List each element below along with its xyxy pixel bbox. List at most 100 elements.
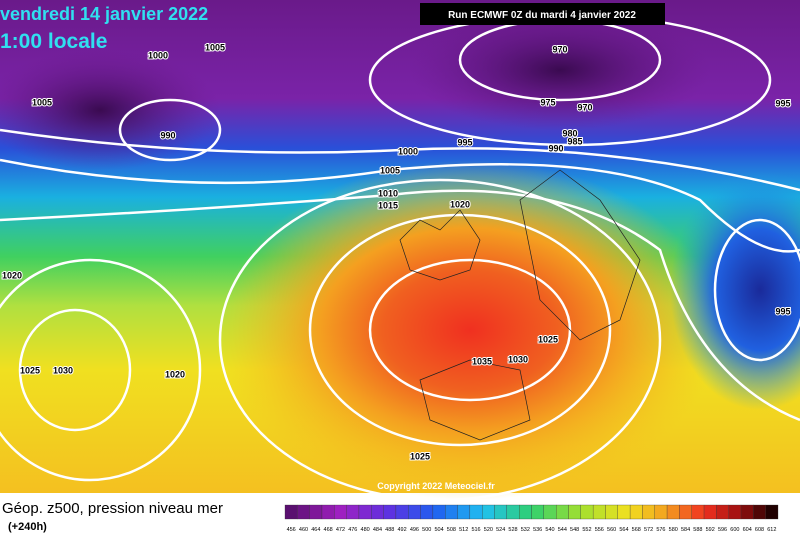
scale-label: 524 [496, 527, 505, 533]
scale-label: 528 [508, 527, 517, 533]
scale-swatch [642, 504, 655, 520]
scale-swatch [531, 504, 544, 520]
isobar-label: 1020 [2, 270, 22, 280]
color-scale: 456 460 464 468 472 476 480 484 488 492 496 500 504 5… [284, 504, 779, 533]
isobar-label: 1005 [380, 165, 400, 175]
scale-swatch [371, 504, 384, 520]
scale-swatch [297, 504, 310, 520]
scale-label: 492 [397, 527, 406, 533]
scale-label: 584 [681, 527, 690, 533]
scale-label: 504 [434, 527, 443, 533]
scale-swatch [506, 504, 520, 520]
scale-label: 496 [410, 527, 419, 533]
scale-swatch [445, 504, 458, 520]
isobar-label: 995 [457, 137, 472, 147]
scale-swatch [543, 504, 557, 520]
scale-label: 596 [718, 527, 727, 533]
isobar-label: 980 [562, 128, 577, 138]
scale-swatch [420, 504, 434, 520]
scale-swatch [654, 504, 668, 520]
isobar-label: 1030 [53, 365, 73, 375]
run-box [420, 3, 665, 25]
scale-label: 520 [484, 527, 493, 533]
scale-label: 456 [287, 527, 296, 533]
isobar-label: 1025 [538, 334, 558, 344]
scale-label: 544 [558, 527, 567, 533]
scale-label: 576 [656, 527, 665, 533]
scale-swatch [482, 504, 495, 520]
scale-label: 608 [755, 527, 764, 533]
footer-lead: (+240h) [8, 521, 47, 533]
isobar-label: 1020 [450, 199, 470, 209]
scale-swatch [309, 504, 323, 520]
copyright: Copyright 2022 Meteociel.fr [377, 481, 495, 491]
scale-swatch [605, 504, 618, 520]
scale-label: 580 [669, 527, 678, 533]
scale-swatch [679, 504, 692, 520]
scale-swatch [765, 504, 779, 520]
scale-swatch [346, 504, 360, 520]
map [0, 0, 800, 502]
scale-swatch [666, 504, 680, 520]
title: vendredi 14 janvier 2022 [0, 4, 208, 24]
isobar-label: 975 [540, 97, 555, 107]
scale-swatch [617, 504, 631, 520]
scale-swatch [408, 504, 421, 520]
scale-swatch [383, 504, 397, 520]
scale-swatch [728, 504, 742, 520]
scale-label: 612 [767, 527, 776, 533]
scale-label: 460 [299, 527, 308, 533]
scale-label: 472 [336, 527, 345, 533]
scale-swatch [494, 504, 507, 520]
scale-label: 488 [385, 527, 394, 533]
scale-label: 500 [422, 527, 431, 533]
isobar-label: 990 [548, 143, 563, 153]
scale-swatch [703, 504, 717, 520]
isobar-label: 1025 [20, 365, 40, 375]
scale-label: 604 [743, 527, 752, 533]
scale-label: 560 [607, 527, 616, 533]
isobar-label: 1000 [398, 146, 418, 156]
scale-swatch [716, 504, 729, 520]
isobar-label: 995 [775, 306, 790, 316]
scale-label: 572 [644, 527, 653, 533]
scale-label: 600 [730, 527, 739, 533]
scale-label: 592 [706, 527, 715, 533]
scale-swatch [629, 504, 643, 520]
isobar-label: 985 [567, 136, 582, 146]
time-label: 1:00 locale [0, 30, 107, 53]
scale-label: 508 [447, 527, 456, 533]
scale-swatch [556, 504, 569, 520]
isobar-label: 995 [775, 98, 790, 108]
scale-swatch [334, 504, 347, 520]
isobar-label: 1035 [472, 356, 492, 366]
scale-swatch [358, 504, 372, 520]
scale-swatch [519, 504, 532, 520]
scale-swatch [592, 504, 606, 520]
isobar-label: 970 [577, 102, 592, 112]
scale-label: 476 [348, 527, 357, 533]
scale-label: 540 [545, 527, 554, 533]
scale-label: 468 [324, 527, 333, 533]
isobar-label: 1005 [32, 97, 52, 107]
scale-swatch [691, 504, 705, 520]
scale-label: 532 [521, 527, 530, 533]
isobar-label: 1015 [378, 200, 398, 210]
scale-swatch [469, 504, 483, 520]
scale-label: 564 [619, 527, 628, 533]
scale-label: 536 [533, 527, 542, 533]
scale-label: 552 [582, 527, 591, 533]
isobar-label: 970 [552, 44, 567, 54]
isobar-label: 1005 [205, 42, 225, 52]
scale-label: 464 [311, 527, 320, 533]
footer-title: Géop. z500, pression niveau mer [2, 500, 223, 517]
scale-swatch [284, 504, 298, 520]
scale-swatch [740, 504, 754, 520]
scale-swatch [395, 504, 409, 520]
scale-label: 588 [693, 527, 702, 533]
scale-label: 516 [471, 527, 480, 533]
scale-swatch [568, 504, 581, 520]
scale-label: 548 [570, 527, 579, 533]
scale-label: 480 [361, 527, 370, 533]
